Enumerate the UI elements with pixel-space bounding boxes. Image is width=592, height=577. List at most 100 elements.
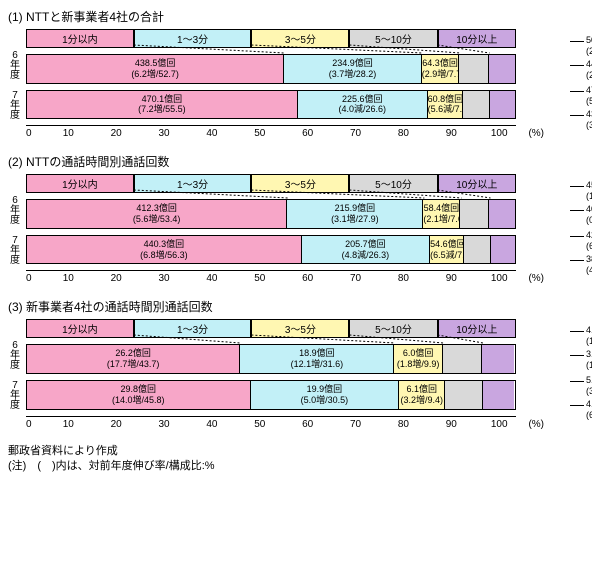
bar-segment: 26.2億回(17.7増/43.7) bbox=[27, 345, 240, 373]
bar-segment: 6.0億回(1.8増/9.9) bbox=[394, 345, 442, 373]
axis-tick: 20 bbox=[111, 419, 122, 430]
callout: 4.9億回(13.8増/8.1) bbox=[586, 325, 592, 347]
legend-cell: 5～10分 bbox=[349, 174, 437, 193]
bar-segment bbox=[490, 91, 515, 119]
axis-tick: 40 bbox=[206, 128, 217, 139]
axis-tick: 60 bbox=[302, 273, 313, 284]
axis-tick: 100 bbox=[491, 128, 508, 139]
year-label: 6年度 bbox=[8, 51, 22, 81]
axis-tick: 80 bbox=[398, 419, 409, 430]
x-axis: 0102030405060708090100(%) bbox=[26, 270, 516, 284]
chart-area: 1分以内1～3分3～5分5～10分10分以上 6年度 412.3億回(5.6増/53… bbox=[8, 174, 584, 264]
x-axis: 0102030405060708090100(%) bbox=[26, 416, 516, 430]
stacked-bar: 470.1億回(7.2増/55.5)225.6億回(4.0減/26.6)60.8… bbox=[26, 90, 516, 120]
axis-tick: 0 bbox=[26, 273, 32, 284]
axis-unit: (%) bbox=[528, 128, 544, 139]
callout: 5.0億回(3.5増/7.7) bbox=[586, 375, 592, 397]
bar-segment bbox=[459, 55, 488, 83]
legend-cell: 10分以上 bbox=[438, 29, 516, 48]
stacked-bar: 440.3億回(6.8増/56.3)205.7億回(4.8減/26.3)54.6… bbox=[26, 235, 516, 265]
axis-tick: 20 bbox=[111, 128, 122, 139]
bar-segment: 205.7億回(4.8減/26.3) bbox=[302, 236, 430, 264]
chart-area: 1分以内1～3分3～5分5～10分10分以上 6年度 26.2億回(17.7増/43… bbox=[8, 319, 584, 409]
bar-segment: 234.9億回(3.7増/28.2) bbox=[284, 55, 422, 83]
axis-tick: 60 bbox=[302, 128, 313, 139]
callout: 42.6億回(6.3減/5.4) bbox=[586, 230, 592, 252]
stacked-bar: 29.8億回(14.0増/45.8)19.9億回(5.0増/30.5)6.1億回… bbox=[26, 380, 516, 410]
bar-segment: 64.3億回(2.9増/7.7) bbox=[422, 55, 460, 83]
chart-block: (3) 新事業者4社の通話時間別通話回数 1分以内1～3分3～5分5～10分10分… bbox=[8, 298, 584, 429]
axis-tick: 50 bbox=[254, 273, 265, 284]
legend-cell: 1～3分 bbox=[134, 174, 252, 193]
axis-tick: 90 bbox=[446, 419, 457, 430]
bar-segment: 18.9億回(12.1増/31.6) bbox=[240, 345, 394, 373]
axis-tick: 70 bbox=[350, 128, 361, 139]
year-label: 6年度 bbox=[8, 341, 22, 371]
legend-row: 1分以内1～3分3～5分5～10分10分以上 bbox=[26, 174, 516, 193]
legend-cell: 10分以上 bbox=[438, 319, 516, 338]
callout: 50.3億回(2.8増/6.0) bbox=[586, 35, 592, 57]
legend-cell: 5～10分 bbox=[349, 319, 437, 338]
bar-segment: 19.9億回(5.0増/30.5) bbox=[251, 381, 400, 409]
axis-tick: 60 bbox=[302, 419, 313, 430]
legend-cell: 1分以内 bbox=[26, 174, 134, 193]
axis-tick: 10 bbox=[63, 419, 74, 430]
bar-segment bbox=[489, 200, 515, 228]
bar-segment: 58.4億回(2.1増/7.6) bbox=[423, 200, 460, 228]
legend-cell: 1～3分 bbox=[134, 29, 252, 48]
axis-tick: 30 bbox=[159, 128, 170, 139]
year-label: 7年度 bbox=[8, 381, 22, 411]
callout: 4.2億回(6.9増/6.5) bbox=[586, 399, 592, 421]
legend-row: 1分以内1～3分3～5分5～10分10分以上 bbox=[26, 319, 516, 338]
callout: 40.7億回(0.8増/5.3) bbox=[586, 204, 592, 226]
bar-segment: 29.8億回(14.0増/45.8) bbox=[27, 381, 251, 409]
bar-segment: 412.3億回(5.6増/53.4) bbox=[27, 200, 287, 228]
axis-tick: 40 bbox=[206, 419, 217, 430]
x-axis: 0102030405060708090100(%) bbox=[26, 125, 516, 139]
axis-tick: 40 bbox=[206, 273, 217, 284]
legend-cell: 5～10分 bbox=[349, 29, 437, 48]
axis-tick: 90 bbox=[446, 128, 457, 139]
bar-segment: 54.6億回(6.5減/7.0) bbox=[430, 236, 464, 264]
axis-tick: 70 bbox=[350, 419, 361, 430]
year-label: 7年度 bbox=[8, 91, 22, 121]
year-label: 7年度 bbox=[8, 236, 22, 266]
bar-segment bbox=[491, 236, 515, 264]
legend-cell: 1～3分 bbox=[134, 319, 252, 338]
stacked-bar: 412.3億回(5.6増/53.4)215.9億回(3.1増/27.9)58.4… bbox=[26, 199, 516, 229]
legend-cell: 3～5分 bbox=[251, 29, 349, 48]
chart-title: (2) NTTの通話時間別通話回数 bbox=[8, 153, 584, 170]
axis-tick: 80 bbox=[398, 273, 409, 284]
legend-cell: 10分以上 bbox=[438, 174, 516, 193]
axis-tick: 80 bbox=[398, 128, 409, 139]
chart-title: (1) NTTと新事業者4社の合計 bbox=[8, 8, 584, 25]
axis-tick: 10 bbox=[63, 273, 74, 284]
axis-tick: 20 bbox=[111, 273, 122, 284]
axis-unit: (%) bbox=[528, 273, 544, 284]
axis-tick: 90 bbox=[446, 273, 457, 284]
bar-segment bbox=[445, 381, 483, 409]
bar-segment bbox=[483, 381, 515, 409]
chart-title: (3) 新事業者4社の通話時間別通話回数 bbox=[8, 298, 584, 315]
footer-note: (注) ( )内は、対前年度伸び率/構成比:% bbox=[8, 459, 584, 474]
stacked-bar: 26.2億回(17.7増/43.7)18.9億回(12.1増/31.6)6.0億… bbox=[26, 344, 516, 374]
bar-segment bbox=[463, 91, 490, 119]
axis-tick: 70 bbox=[350, 273, 361, 284]
axis-tick: 50 bbox=[254, 128, 265, 139]
callout: 47.6億回(5.4減/5.6) bbox=[586, 85, 592, 107]
stacked-bar: 438.5億回(6.2増/52.7)234.9億回(3.7増/28.2)64.3… bbox=[26, 54, 516, 84]
callout: 44.7億回(2.1減/5.4) bbox=[586, 59, 592, 81]
bar-segment: 470.1億回(7.2増/55.5) bbox=[27, 91, 298, 119]
year-label: 6年度 bbox=[8, 196, 22, 226]
axis-unit: (%) bbox=[528, 419, 544, 430]
chart-area: 1分以内1～3分3～5分5～10分10分以上 6年度 438.5億回(6.2増/52… bbox=[8, 29, 584, 119]
legend-cell: 3～5分 bbox=[251, 319, 349, 338]
legend-row: 1分以内1～3分3～5分5～10分10分以上 bbox=[26, 29, 516, 48]
bar-segment bbox=[460, 200, 489, 228]
callout: 3.9億回(18.0増/6.6) bbox=[586, 349, 592, 371]
bar-segment bbox=[482, 345, 514, 373]
bar-segment: 440.3億回(6.8増/56.3) bbox=[27, 236, 302, 264]
axis-tick: 0 bbox=[26, 419, 32, 430]
bar-segment: 6.1億回(3.2増/9.4) bbox=[399, 381, 445, 409]
bar-segment: 438.5億回(6.2増/52.7) bbox=[27, 55, 284, 83]
